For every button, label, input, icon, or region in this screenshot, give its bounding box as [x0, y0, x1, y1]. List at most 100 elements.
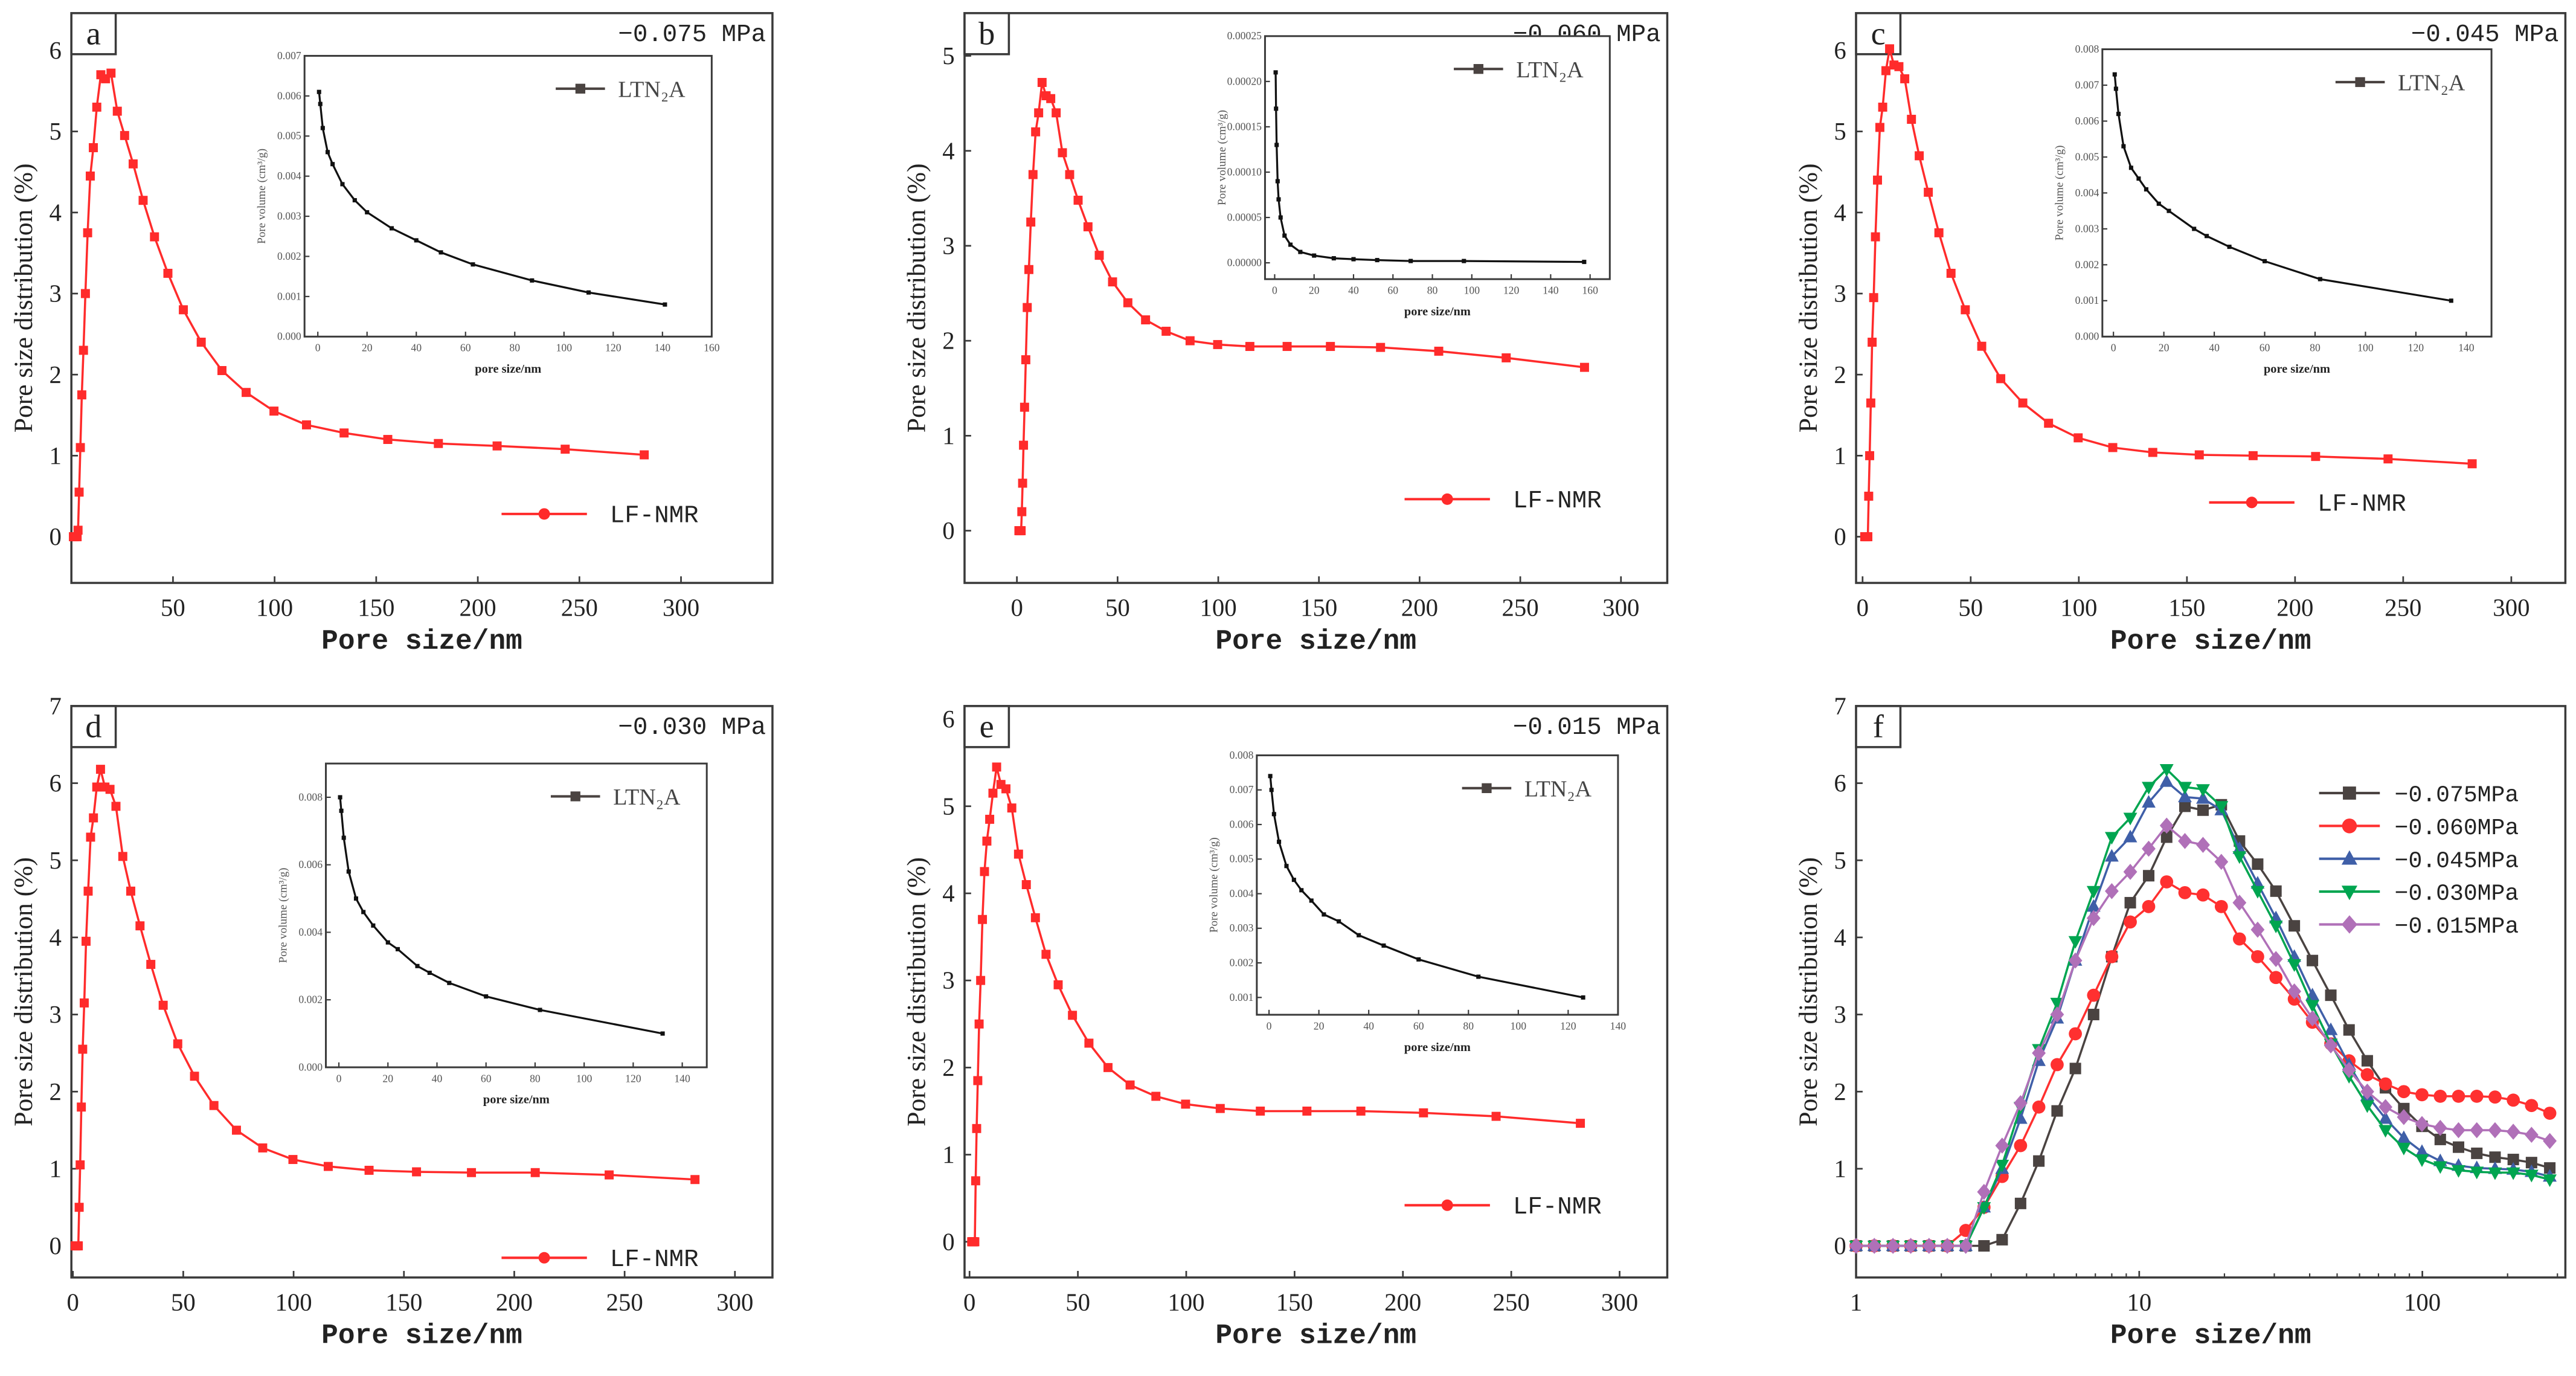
inset-data-point	[1277, 840, 1282, 844]
data-point	[1141, 315, 1151, 325]
data-point	[242, 388, 251, 397]
data-point	[2433, 1161, 2447, 1174]
x-tick-label: 0	[1010, 594, 1023, 621]
inset-x-tick-label: 140	[1610, 1020, 1627, 1032]
y-tick-label: 2	[1834, 1078, 1846, 1105]
y-tick-label: 0	[942, 1228, 954, 1255]
inset-data-point	[1291, 878, 1296, 883]
inset-data-point	[330, 162, 335, 167]
data-point	[2397, 1142, 2411, 1156]
inset-legend-label: LTN₂A	[1524, 776, 1592, 802]
panel-letter: f	[1873, 709, 1884, 745]
data-point	[1034, 108, 1044, 118]
x-tick-label: 150	[1276, 1288, 1313, 1316]
y-tick-label: 5	[49, 118, 61, 145]
inset-x-tick-label: 20	[1314, 1020, 1325, 1032]
y-tick-label: 4	[49, 199, 61, 226]
inset-data-point	[484, 994, 489, 999]
data-point	[1023, 303, 1032, 312]
data-point	[2470, 1166, 2484, 1180]
data-point	[89, 143, 98, 152]
data-point	[1878, 102, 1887, 112]
y-tick-label: 4	[1834, 199, 1846, 226]
data-point	[2068, 952, 2083, 969]
inset-x-tick-label: 100	[1464, 285, 1480, 297]
data-point	[2525, 1099, 2539, 1113]
data-point	[111, 802, 121, 811]
data-point	[301, 420, 311, 429]
data-point	[1869, 293, 1878, 303]
inset-data-point	[2262, 259, 2267, 263]
data-point	[1946, 268, 1956, 278]
data-point	[1013, 849, 1023, 859]
data-point	[179, 305, 188, 315]
data-point	[1030, 913, 1040, 922]
data-point	[1885, 44, 1895, 54]
x-tick-label: 100	[1200, 594, 1236, 621]
data-point	[1868, 338, 1877, 347]
inset-x-tick-label: 20	[382, 1072, 393, 1084]
x-axis-label: Pore size/nm	[2110, 626, 2311, 657]
inset-data-point	[1416, 957, 1421, 962]
inset-legend-marker	[2355, 77, 2365, 88]
data-point	[1021, 355, 1030, 365]
data-point	[2398, 1102, 2410, 1114]
series-lf-nmr	[1014, 78, 1589, 536]
data-point	[2051, 1105, 2063, 1117]
data-point	[2104, 849, 2119, 862]
inset-y-tick-label: 0.006	[277, 89, 301, 101]
data-point	[288, 1155, 298, 1165]
x-tick-label: 150	[2168, 594, 2205, 621]
data-point	[1046, 94, 1056, 103]
data-point	[339, 428, 349, 438]
data-point	[2250, 886, 2265, 899]
inset-data-point	[339, 808, 344, 813]
data-point	[2452, 1141, 2464, 1153]
panel-letter-box	[1855, 705, 1902, 748]
data-point	[1922, 1238, 1936, 1254]
y-tick-label: 1	[942, 1141, 954, 1168]
data-point	[1915, 151, 1924, 161]
inset-data-point	[1312, 253, 1317, 258]
data-point	[1028, 170, 1038, 179]
data-point	[323, 1162, 333, 1171]
data-point	[2433, 1119, 2447, 1136]
legend-marker	[2342, 818, 2357, 834]
inset-x-tick-label: 160	[1582, 285, 1598, 297]
inset-data-point	[1581, 995, 1585, 1000]
inset-x-tick-label: 0	[1267, 1020, 1272, 1032]
inset-x-tick-label: 60	[460, 342, 471, 354]
inset-data-point	[538, 1008, 542, 1012]
data-point	[1977, 341, 1987, 351]
data-point	[1108, 277, 1117, 287]
y-tick-label: 6	[1834, 770, 1846, 797]
data-point	[1886, 1238, 1900, 1254]
panel-letter-box	[963, 705, 1010, 748]
data-point	[2524, 1169, 2539, 1183]
x-tick-label: 100	[2060, 594, 2097, 621]
inset-y-tick-label: 0.00005	[1227, 211, 1262, 223]
inset-data-point	[325, 150, 330, 155]
inset-data-point	[415, 963, 420, 968]
data-point	[2543, 1133, 2557, 1149]
inset-x-tick-label: 120	[1503, 285, 1520, 297]
y-tick-label: 1	[49, 442, 61, 469]
data-point	[2383, 454, 2393, 464]
inset-data-point	[2227, 245, 2232, 249]
data-point	[2470, 1090, 2484, 1103]
data-point	[2123, 864, 2138, 880]
data-point	[1871, 232, 1880, 242]
data-point	[2343, 1024, 2355, 1036]
inset-data-point	[1337, 919, 1341, 924]
data-point	[2543, 1107, 2557, 1120]
data-point	[1419, 1108, 1428, 1117]
inset-legend-label: LTN₂A	[1516, 57, 1584, 83]
inset-data-point	[316, 89, 321, 94]
x-tick-label: 150	[385, 1288, 422, 1316]
data-point	[2506, 1167, 2520, 1180]
data-point	[2269, 921, 2283, 934]
data-point	[2194, 450, 2204, 460]
x-tick-label: 50	[171, 1288, 196, 1316]
